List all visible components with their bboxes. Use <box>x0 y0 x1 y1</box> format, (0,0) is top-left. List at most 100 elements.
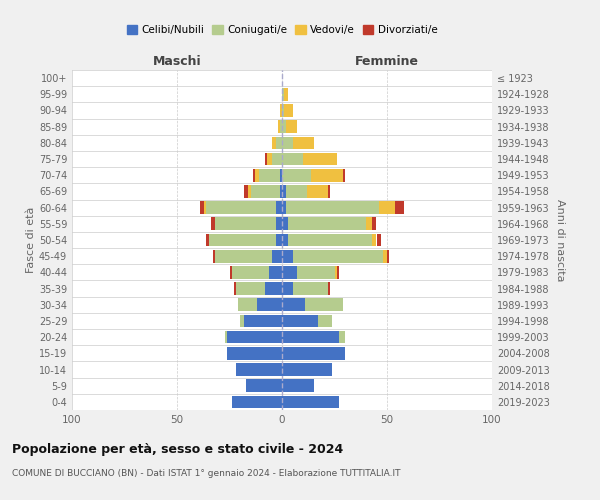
Bar <box>230 266 232 278</box>
Bar <box>387 250 389 262</box>
Bar <box>282 136 293 149</box>
Bar <box>282 152 303 166</box>
Bar <box>328 282 331 295</box>
Bar <box>257 298 282 311</box>
Bar <box>209 234 276 246</box>
Bar <box>303 152 337 166</box>
Bar <box>206 234 209 246</box>
Bar <box>377 234 381 246</box>
Bar <box>280 185 282 198</box>
Bar <box>338 331 345 344</box>
Bar <box>211 218 215 230</box>
Text: Popolazione per età, sesso e stato civile - 2024: Popolazione per età, sesso e stato civil… <box>12 442 343 456</box>
Text: Femmine: Femmine <box>355 54 419 68</box>
Bar <box>282 88 284 101</box>
Bar <box>278 120 280 133</box>
Bar <box>372 234 377 246</box>
Bar <box>236 282 265 295</box>
Bar <box>234 282 236 295</box>
Bar <box>343 169 345 181</box>
Bar <box>289 234 372 246</box>
Bar <box>276 234 282 246</box>
Bar <box>280 120 282 133</box>
Bar <box>282 298 305 311</box>
Bar <box>284 104 293 117</box>
Bar <box>307 185 328 198</box>
Bar <box>395 202 404 214</box>
Bar <box>244 185 248 198</box>
Bar <box>244 314 282 328</box>
Text: COMUNE DI BUCCIANO (BN) - Dati ISTAT 1° gennaio 2024 - Elaborazione TUTTITALIA.I: COMUNE DI BUCCIANO (BN) - Dati ISTAT 1° … <box>12 469 401 478</box>
Bar <box>289 218 366 230</box>
Bar <box>206 202 276 214</box>
Bar <box>282 104 284 117</box>
Bar <box>227 347 282 360</box>
Bar <box>293 136 314 149</box>
Bar <box>254 169 259 181</box>
Bar <box>236 363 282 376</box>
Bar <box>200 202 204 214</box>
Bar <box>328 185 331 198</box>
Bar <box>276 202 282 214</box>
Bar <box>280 169 282 181</box>
Bar <box>215 218 276 230</box>
Bar <box>282 266 296 278</box>
Bar <box>282 234 289 246</box>
Bar <box>282 282 293 295</box>
Legend: Celibi/Nubili, Coniugati/e, Vedovi/e, Divorziati/e: Celibi/Nubili, Coniugati/e, Vedovi/e, Di… <box>122 21 442 39</box>
Bar <box>204 202 206 214</box>
Bar <box>276 136 282 149</box>
Bar <box>282 331 338 344</box>
Bar <box>305 298 343 311</box>
Bar <box>293 250 383 262</box>
Bar <box>282 120 286 133</box>
Bar <box>293 282 328 295</box>
Bar <box>232 266 269 278</box>
Bar <box>335 266 337 278</box>
Bar <box>286 185 307 198</box>
Bar <box>372 218 377 230</box>
Bar <box>271 136 276 149</box>
Bar <box>383 250 387 262</box>
Bar <box>379 202 395 214</box>
Bar <box>248 185 251 198</box>
Bar <box>280 104 282 117</box>
Bar <box>213 250 215 262</box>
Bar <box>240 314 244 328</box>
Bar <box>282 250 293 262</box>
Bar <box>259 169 280 181</box>
Bar <box>286 120 296 133</box>
Bar <box>269 266 282 278</box>
Bar <box>318 314 332 328</box>
Bar <box>232 396 282 408</box>
Bar <box>282 169 311 181</box>
Bar <box>296 266 335 278</box>
Bar <box>282 347 345 360</box>
Bar <box>247 380 282 392</box>
Text: Maschi: Maschi <box>152 54 202 68</box>
Bar <box>253 169 254 181</box>
Bar <box>282 363 332 376</box>
Bar <box>282 380 314 392</box>
Bar <box>226 331 227 344</box>
Bar <box>268 152 271 166</box>
Y-axis label: Anni di nascita: Anni di nascita <box>555 198 565 281</box>
Bar <box>238 298 257 311</box>
Bar <box>271 152 282 166</box>
Bar <box>251 185 280 198</box>
Bar <box>265 282 282 295</box>
Bar <box>337 266 339 278</box>
Y-axis label: Fasce di età: Fasce di età <box>26 207 36 273</box>
Bar <box>265 152 268 166</box>
Bar <box>276 218 282 230</box>
Bar <box>282 314 318 328</box>
Bar <box>366 218 372 230</box>
Bar <box>311 169 343 181</box>
Bar <box>271 250 282 262</box>
Bar <box>282 218 289 230</box>
Bar <box>282 396 338 408</box>
Bar <box>282 202 286 214</box>
Bar <box>227 331 282 344</box>
Bar <box>215 250 271 262</box>
Bar <box>284 88 289 101</box>
